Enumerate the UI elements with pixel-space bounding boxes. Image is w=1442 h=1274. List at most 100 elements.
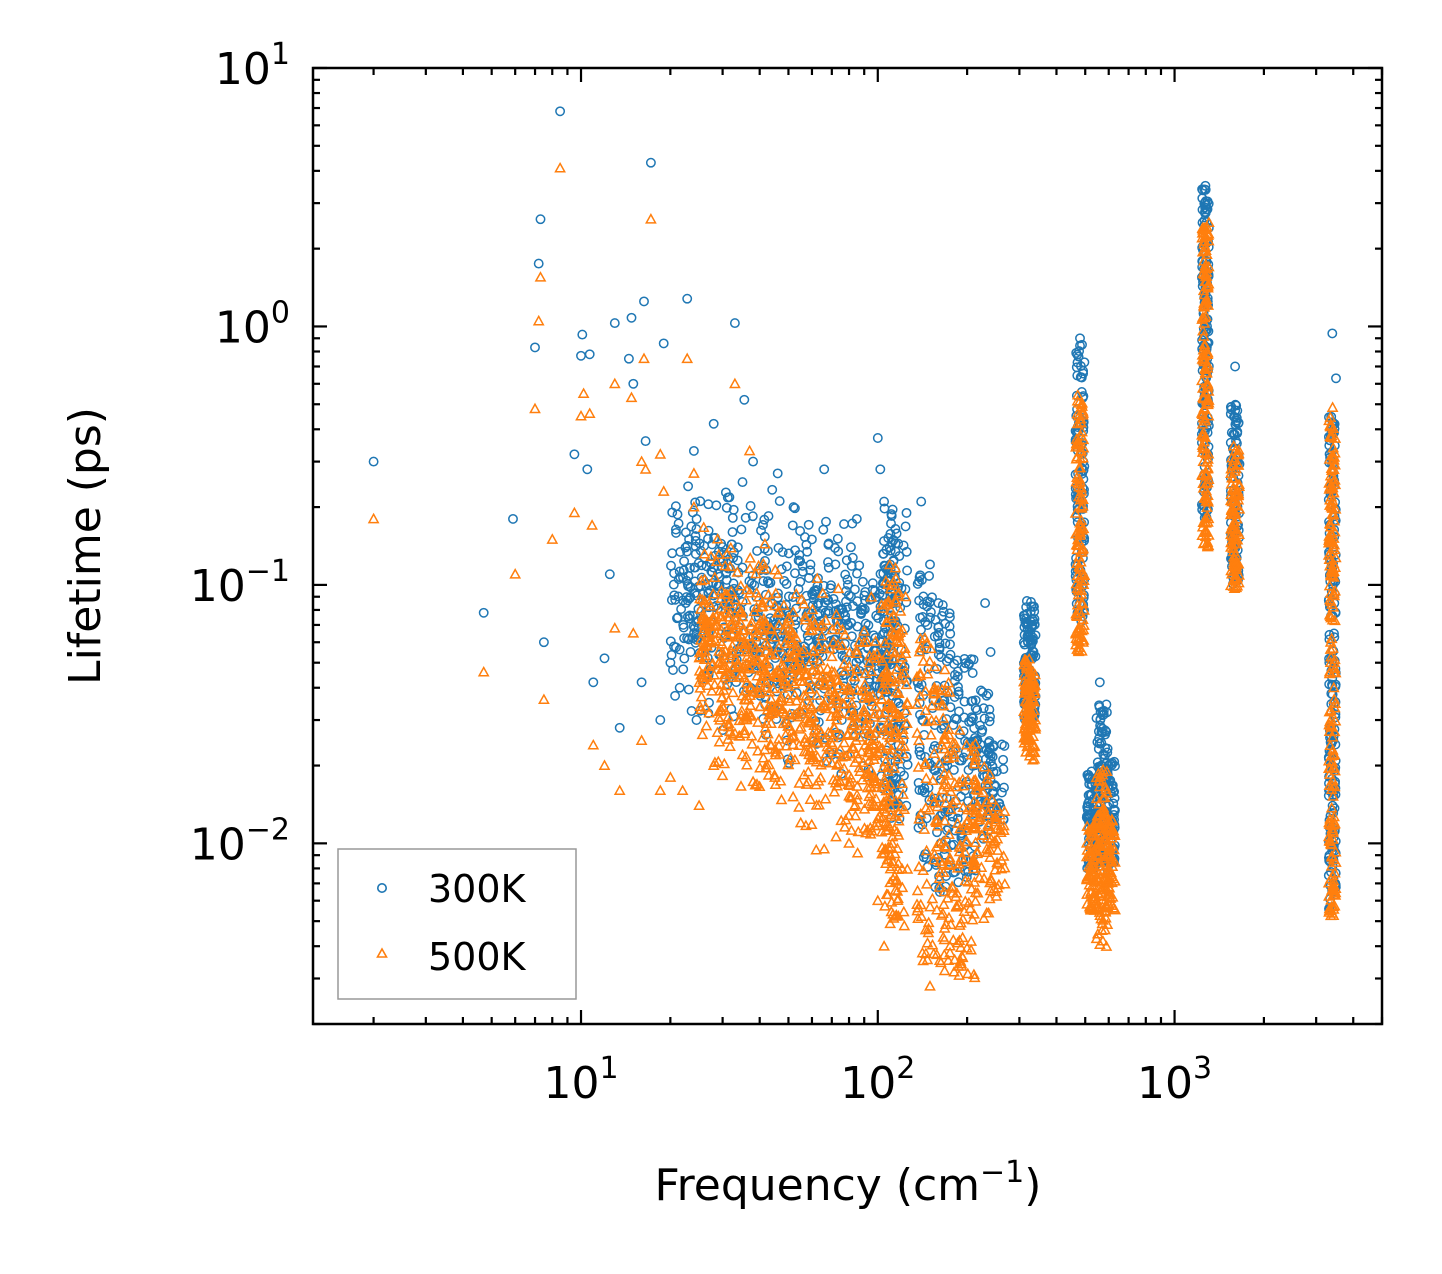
- point-500K: [1201, 348, 1214, 360]
- point-500K: [950, 901, 963, 912]
- point-500K: [1199, 367, 1212, 378]
- point-500K: [1325, 500, 1338, 512]
- point-500K: [724, 541, 737, 553]
- point-500K: [1328, 508, 1340, 520]
- point-500K: [708, 571, 721, 582]
- point-500K: [787, 790, 799, 802]
- point-500K: [865, 763, 877, 775]
- point-500K: [715, 678, 727, 689]
- point-500K: [876, 682, 889, 694]
- point-500K: [788, 689, 801, 700]
- point-500K: [876, 848, 888, 859]
- point-500K: [1199, 515, 1212, 527]
- point-300K: [998, 754, 1009, 765]
- legend-box: [337, 848, 577, 1000]
- point-500K: [1228, 582, 1241, 593]
- point-500K: [876, 811, 889, 823]
- point-500K: [727, 671, 739, 683]
- point-300K: [584, 349, 595, 360]
- point-300K: [933, 622, 944, 633]
- point-500K: [867, 689, 879, 701]
- point-300K: [998, 764, 1009, 775]
- point-500K: [1323, 553, 1336, 565]
- point-500K: [1327, 833, 1339, 844]
- point-500K: [1324, 559, 1336, 571]
- point-500K: [804, 699, 816, 710]
- point-300K: [1100, 729, 1111, 740]
- point-300K: [687, 633, 698, 643]
- point-500K: [694, 592, 706, 604]
- point-500K: [954, 941, 967, 953]
- point-500K: [693, 651, 706, 663]
- point-300K: [802, 546, 813, 557]
- point-500K: [868, 770, 881, 781]
- point-500K: [930, 948, 943, 960]
- point-500K: [901, 717, 913, 729]
- point-300K: [1199, 184, 1210, 195]
- point-500K: [876, 655, 889, 666]
- point-500K: [769, 587, 782, 598]
- point-300K: [668, 665, 678, 675]
- point-500K: [1198, 237, 1210, 249]
- point-500K: [812, 736, 825, 747]
- point-300K: [901, 751, 912, 762]
- point-300K: [1233, 417, 1244, 428]
- point-500K: [639, 463, 652, 474]
- point-500K: [743, 630, 756, 641]
- point-500K: [918, 823, 931, 834]
- point-500K: [923, 655, 936, 667]
- point-300K: [666, 595, 677, 605]
- point-500K: [367, 512, 380, 524]
- point-300K: [925, 607, 936, 618]
- point-300K: [678, 572, 688, 583]
- point-300K: [1022, 618, 1033, 629]
- point-300K: [1082, 800, 1093, 811]
- point-500K: [784, 751, 797, 763]
- point-300K: [729, 318, 740, 329]
- point-500K: [1327, 601, 1340, 612]
- point-500K: [1329, 551, 1342, 563]
- point-500K: [812, 775, 825, 786]
- point-500K: [777, 660, 790, 671]
- point-500K: [939, 684, 952, 696]
- point-500K: [843, 790, 855, 801]
- point-500K: [750, 641, 762, 653]
- point-500K: [1199, 222, 1212, 233]
- point-500K: [901, 696, 913, 708]
- point-500K: [701, 679, 714, 691]
- point-500K: [966, 913, 979, 925]
- point-300K: [721, 574, 732, 585]
- point-500K: [1327, 874, 1340, 886]
- point-500K: [532, 314, 545, 326]
- point-500K: [1109, 903, 1121, 915]
- point-500K: [985, 832, 998, 844]
- point-500K: [897, 905, 910, 917]
- point-500K: [693, 676, 706, 687]
- point-300K: [685, 562, 695, 573]
- point-500K: [911, 698, 924, 709]
- point-500K: [773, 733, 785, 744]
- point-500K: [654, 448, 667, 459]
- point-500K: [989, 863, 1001, 875]
- point-500K: [681, 352, 694, 364]
- point-500K: [894, 626, 907, 637]
- point-300K: [680, 527, 691, 538]
- point-300K: [902, 565, 913, 576]
- point-500K: [965, 943, 977, 955]
- point-500K: [1020, 686, 1033, 698]
- point-300K: [1028, 601, 1039, 612]
- point-500K: [825, 710, 838, 721]
- point-500K: [943, 828, 955, 839]
- point-500K: [969, 773, 982, 785]
- point-500K: [841, 727, 854, 739]
- point-500K: [933, 757, 946, 768]
- point-500K: [785, 662, 797, 674]
- point-500K: [942, 723, 955, 734]
- point-500K: [881, 739, 894, 751]
- point-500K: [842, 809, 855, 820]
- point-500K: [921, 667, 934, 679]
- point-500K: [708, 678, 721, 690]
- point-500K: [917, 864, 930, 876]
- point-500K: [716, 769, 729, 781]
- point-500K: [1072, 477, 1084, 489]
